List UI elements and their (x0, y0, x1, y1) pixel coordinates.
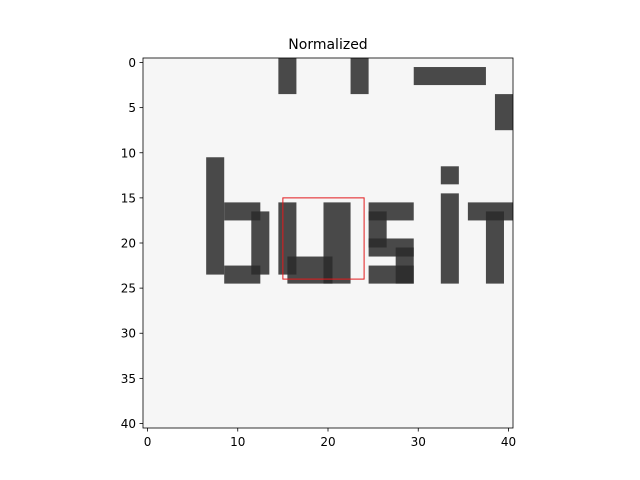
heatmap-dark-stroke (278, 58, 297, 95)
heatmap-dark-stroke (368, 211, 387, 248)
y-tick-label: 25 (121, 282, 136, 296)
y-tick-label: 15 (121, 191, 136, 205)
heatmap-dark-stroke (485, 211, 504, 284)
x-axis-ticks: 0 10 20 30 40 (144, 428, 516, 449)
heatmap-dark-stroke (440, 193, 459, 284)
heatmap-dark-stroke (440, 166, 459, 185)
heatmap-dark-stroke (413, 67, 486, 86)
x-tick-label: 10 (230, 435, 245, 449)
y-tick-label: 0 (128, 56, 136, 70)
y-tick-label: 20 (121, 237, 136, 251)
x-tick-label: 30 (411, 435, 426, 449)
heatmap-dark-stroke (251, 211, 270, 275)
x-tick-label: 40 (501, 435, 516, 449)
y-tick-label: 5 (128, 101, 136, 115)
y-axis-ticks: 0 5 10 15 20 25 30 35 40 (121, 56, 143, 431)
heatmap-image (143, 58, 513, 428)
heatmap-dark-stroke (224, 265, 261, 284)
x-tick-label: 20 (320, 435, 335, 449)
heatmap-dark-stroke (350, 58, 369, 95)
chart-title: Normalized (288, 37, 367, 53)
heatmap-dark-stroke (206, 157, 225, 275)
x-tick-label: 0 (144, 435, 152, 449)
y-tick-label: 40 (121, 417, 136, 431)
highlight-box-layer (282, 197, 365, 280)
heatmap-dark-stroke (368, 265, 414, 284)
heatmap-dark-stroke (494, 94, 513, 131)
heatmap-dark-stroke (323, 202, 351, 284)
y-tick-label: 30 (121, 327, 136, 341)
y-tick-label: 10 (121, 146, 136, 160)
y-tick-label: 35 (121, 372, 136, 386)
highlight-box (282, 197, 365, 280)
